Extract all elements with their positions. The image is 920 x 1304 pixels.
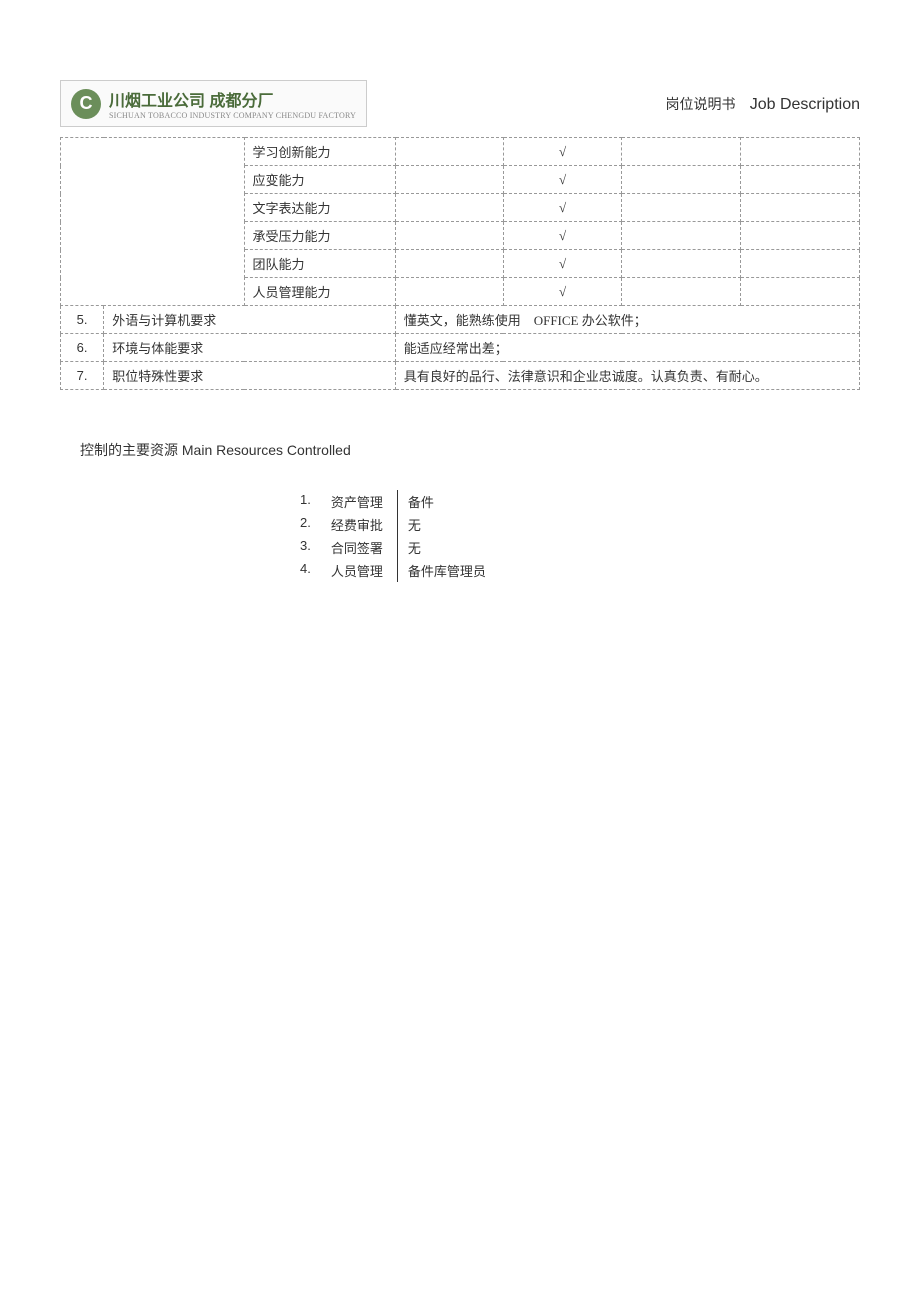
resource-row: 1.资产管理备件 [290,490,496,513]
ability-check-cell [395,166,503,194]
logo-icon: C [71,89,101,119]
resource-number: 4. [290,559,321,582]
company-logo-block: C 川烟工业公司 成都分厂 SICHUAN TOBACCO INDUSTRY C… [60,80,367,127]
resources-section-title: 控制的主要资源 Main Resources Controlled [60,440,860,460]
ability-check-cell [741,278,860,306]
resource-label: 合同签署 [321,536,398,559]
ability-label: 人员管理能力 [244,278,395,306]
resource-row: 3.合同签署无 [290,536,496,559]
resource-number: 2. [290,513,321,536]
document-title-en: Job Description [750,96,860,113]
ability-check-cell [622,194,741,222]
document-title: 岗位说明书 Job Description [666,94,860,114]
ability-label: 团队能力 [244,250,395,278]
ability-check-cell: √ [503,222,622,250]
ability-check-cell [741,194,860,222]
requirement-number: 5. [61,306,104,334]
ability-check-cell [622,138,741,166]
ability-row: 学习创新能力 √ [61,138,860,166]
ability-check-cell [741,166,860,194]
resources-table: 1.资产管理备件2.经费审批无3.合同签署无4.人员管理备件库管理员 [290,490,496,582]
document-header: C 川烟工业公司 成都分厂 SICHUAN TOBACCO INDUSTRY C… [60,80,860,127]
requirement-value: 具有良好的品行、法律意识和企业忠诚度。认真负责、有耐心。 [395,362,859,390]
ability-label: 应变能力 [244,166,395,194]
requirement-value: 懂英文，能熟练使用 OFFICE 办公软件； [395,306,859,334]
requirement-row: 5.外语与计算机要求懂英文，能熟练使用 OFFICE 办公软件； [61,306,860,334]
resource-value: 备件 [397,490,496,513]
requirement-label: 外语与计算机要求 [104,306,396,334]
ability-check-cell [741,138,860,166]
ability-check-cell [395,222,503,250]
ability-check-cell [622,166,741,194]
ability-check-cell: √ [503,278,622,306]
resource-number: 1. [290,490,321,513]
resource-value: 无 [397,536,496,559]
ability-check-cell: √ [503,138,622,166]
requirement-value: 能适应经常出差； [395,334,859,362]
resource-row: 2.经费审批无 [290,513,496,536]
requirement-number: 7. [61,362,104,390]
ability-check-cell: √ [503,194,622,222]
resource-label: 资产管理 [321,490,398,513]
ability-check-cell [622,278,741,306]
requirement-row: 6.环境与体能要求能适应经常出差； [61,334,860,362]
logo-text-block: 川烟工业公司 成都分厂 SICHUAN TOBACCO INDUSTRY COM… [109,87,356,120]
resource-label: 人员管理 [321,559,398,582]
ability-check-cell [395,278,503,306]
resource-label: 经费审批 [321,513,398,536]
ability-check-cell [741,250,860,278]
ability-check-cell: √ [503,250,622,278]
resource-number: 3. [290,536,321,559]
ability-check-cell [395,194,503,222]
logo-company-en: SICHUAN TOBACCO INDUSTRY COMPANY CHENGDU… [109,111,356,120]
requirement-label: 环境与体能要求 [104,334,396,362]
resource-row: 4.人员管理备件库管理员 [290,559,496,582]
ability-label: 文字表达能力 [244,194,395,222]
requirements-table: 学习创新能力 √ 应变能力 √ 文字表达能力 √ 承受压力能力 √ 团队能力 √ 人员管理能力 √ 5… [60,137,860,390]
ability-check-cell [741,222,860,250]
resource-value: 无 [397,513,496,536]
resource-value: 备件库管理员 [397,559,496,582]
ability-check-cell [395,138,503,166]
ability-check-cell: √ [503,166,622,194]
ability-check-cell [622,222,741,250]
requirement-row: 7.职位特殊性要求具有良好的品行、法律意识和企业忠诚度。认真负责、有耐心。 [61,362,860,390]
requirement-number: 6. [61,334,104,362]
ability-label: 承受压力能力 [244,222,395,250]
ability-check-cell [395,250,503,278]
requirement-label: 职位特殊性要求 [104,362,396,390]
ability-check-cell [622,250,741,278]
logo-company-cn: 川烟工业公司 成都分厂 [109,87,356,111]
ability-label: 学习创新能力 [244,138,395,166]
document-title-cn: 岗位说明书 [666,98,736,113]
ability-row-group-cell [61,138,245,306]
